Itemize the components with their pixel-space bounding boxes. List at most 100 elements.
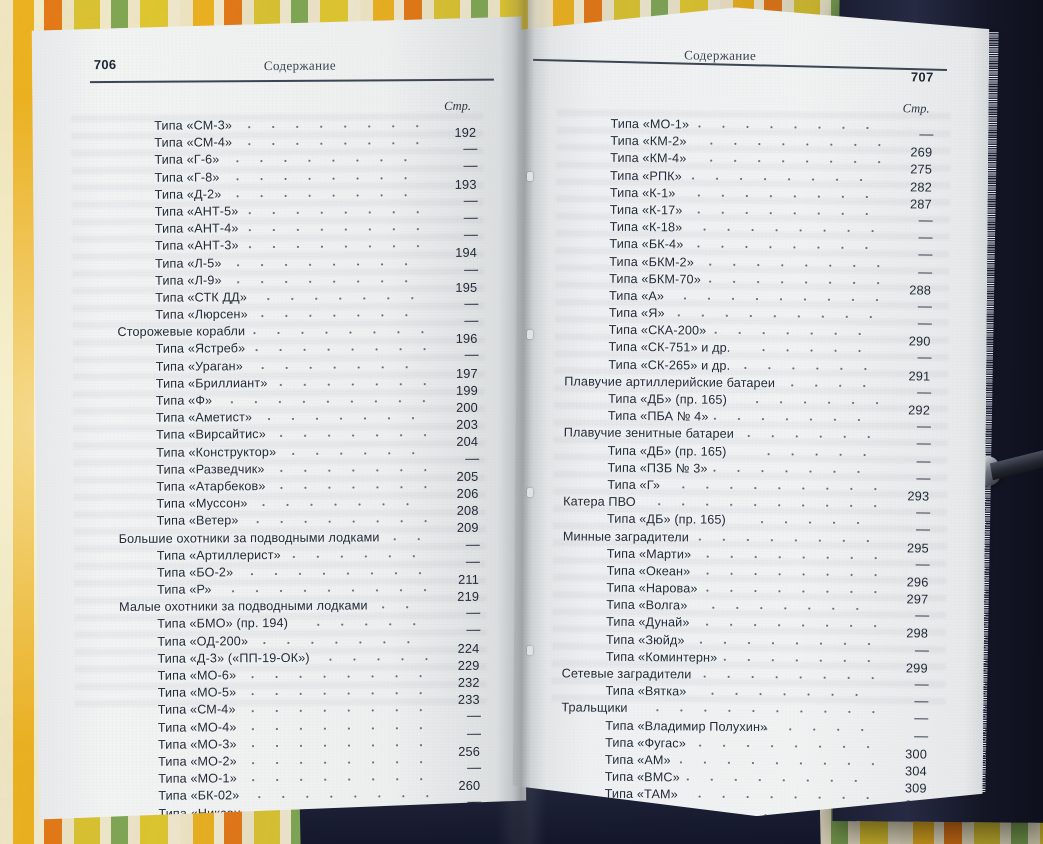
toc-entry-label: Типа «Коминтерн» [605, 649, 718, 665]
toc-dot-leader [692, 229, 881, 233]
right-page-running-head: Содержание [684, 47, 757, 64]
toc-entry-label: Типа «СК-751» и др. [608, 340, 731, 356]
toc-dot-leader [686, 194, 881, 198]
toc-entry-label: Типа «К-1» [609, 185, 676, 201]
toc-dot-leader [252, 641, 427, 644]
toc-dot-leader [241, 744, 428, 747]
toc-entry-label: Типа «СТК ДД» [155, 290, 248, 305]
toc-dot-leader [225, 177, 425, 180]
toc-dot-leader [253, 830, 428, 833]
toc-page-number: 261 [458, 812, 481, 828]
toc-entry-label: Типа «ПБА № 4» [607, 408, 709, 424]
toc-entry-label: Типа «МО-1» [158, 771, 237, 786]
toc-entry-label: Типа «МО-5» [157, 685, 237, 700]
toc-entry-label: Типа «Никсон» [158, 805, 249, 821]
toc-dot-leader [245, 520, 426, 523]
toc-dot-leader [220, 400, 426, 403]
toc-dot-leader [253, 813, 428, 816]
left-page-content: 706 Содержание Стр. Типа «СМ-3» 192 Типа «… [32, 17, 527, 820]
toc-entry-label: Тральщики [561, 700, 628, 716]
toc-entry-label: Типа «Д-2» [154, 187, 222, 202]
toc-entry-label: Типа «МО-851» [158, 822, 252, 838]
toc-dot-leader [675, 778, 877, 782]
toc-page-number: 317 [904, 832, 927, 844]
toc-dot-leader [383, 538, 427, 540]
toc-dot-leader [256, 297, 425, 300]
left-page-header-rule [90, 79, 494, 83]
toc-dot-leader [667, 314, 881, 318]
toc-entry-label: Типа «Ястреб» [155, 341, 246, 357]
toc-dot-leader [250, 366, 425, 369]
right-page-content: Содержание 707 Стр. Типа «МО-1» — Типа «КМ… [512, 4, 989, 818]
toc-entry-label: Плавучие артиллерийские батареи [564, 374, 776, 391]
toc-dot-leader [695, 555, 878, 559]
toc-dot-leader [247, 795, 428, 798]
toc-entry-label: Типа «АМ» [604, 752, 671, 768]
toc-entry-label: Сетевые заградители [561, 666, 692, 682]
toc-row: Сторожевые катера262 [37, 838, 527, 844]
toc-entry-label: Типа «Ф» [155, 393, 213, 408]
toc-entry-label: Типа «Я» [608, 305, 665, 321]
toc-dot-leader [269, 486, 426, 489]
toc-dot-leader [687, 125, 882, 129]
toc-dot-leader [780, 384, 880, 387]
left-page-folio: 706 [93, 56, 117, 73]
toc-dot-leader [687, 796, 876, 800]
toc-entry-label: Типа «А» [608, 288, 665, 304]
toc-entry-label: Типа «ДБ» (пр. 165) [607, 443, 727, 459]
toc-row: Типа «Виестурс»318 [512, 838, 982, 844]
toc-dot-leader [745, 401, 880, 404]
toc-entry-label: Типа «Атарбеков» [156, 479, 266, 494]
toc-dot-leader [240, 675, 427, 678]
toc-dot-leader [257, 417, 426, 420]
toc-dot-leader [713, 658, 878, 661]
toc-entry-label: Типа «БМО» (пр. 194) [157, 616, 289, 632]
toc-dot-leader [221, 589, 427, 592]
toc-entry-label: Типа «Волга» [606, 597, 688, 613]
toc-dot-leader [238, 245, 425, 248]
toc-entry-label: Типа «АНТ-3» [154, 238, 239, 254]
toc-dot-leader [702, 469, 879, 473]
toc-entry-label: Типа «Л-5» [155, 255, 222, 271]
toc-dot-leader [251, 503, 426, 506]
toc-row: Типа «БК-02» — [36, 787, 526, 807]
toc-entry-label: Типа «СМ-4» [154, 135, 233, 150]
toc-entry-label: Типа «СМ-4» [157, 702, 236, 718]
toc-row: Типа «Вирсайтис» 317 [512, 821, 982, 842]
toc-entry-label: Типа «ММС» [604, 804, 682, 819]
toc-dot-leader [240, 727, 427, 730]
toc-entry-label: Типа «Владимир Полухин» [605, 718, 768, 734]
toc-entry-label: Типа «Л-9» [155, 273, 222, 288]
toc-dot-leader [269, 469, 426, 472]
binding-stitch [526, 171, 534, 182]
left-page: 706 Содержание Стр. Типа «СМ-3» 192 Типа «… [32, 17, 527, 820]
toc-dot-leader [717, 830, 876, 833]
toc-entry-label: Типа «Р» [157, 582, 212, 597]
toc-dot-leader [241, 761, 428, 764]
toc-dot-leader [700, 693, 877, 697]
toc-entry-label: Типа «Зюйд» [605, 632, 685, 648]
toc-entry-label: Типа «КМ-4» [610, 151, 687, 166]
binding-stitch [526, 645, 534, 656]
toc-entry-label: Типа «БК-02» [158, 788, 240, 804]
toc-entry-label: Типа «Аметист» [155, 410, 253, 425]
toc-entry-label: Типа «ДБ» (пр. 165) [606, 512, 726, 528]
toc-page-number: 314 [904, 797, 927, 813]
toc-entry-label: Типа «Дунай» [606, 615, 690, 630]
toc-entry-label: Типа «Артиллерист» [156, 547, 281, 563]
toc-entry-label: Типа «СМ-3» [154, 118, 233, 133]
toc-dot-leader [698, 263, 881, 267]
toc-entry-label: Типа «СК-265» и др. [608, 357, 731, 373]
toc-dot-leader [733, 366, 880, 369]
toc-entry-label: Типа «Ураган» [155, 358, 243, 374]
toc-dot-leader [244, 349, 425, 352]
toc-entry-label: Типа «Нарова» [606, 580, 698, 596]
toc-entry-label: Типа «Разведчик» [156, 461, 265, 477]
toc-entry-label: Типа «Ветер» [156, 513, 239, 529]
toc-entry-label: Типа «Конструктор» [156, 444, 277, 460]
toc-dot-leader [237, 125, 424, 128]
toc-entry-label: Типа «БКМ-70» [609, 271, 701, 287]
toc-dot-leader [757, 453, 880, 456]
toc-dot-leader [269, 383, 426, 386]
toc-dot-leader [681, 813, 876, 817]
